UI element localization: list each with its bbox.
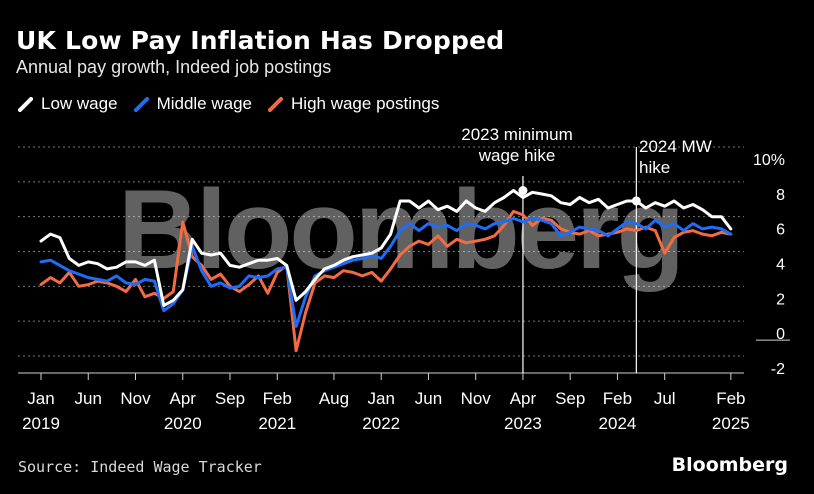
x-tick-year: 2025: [712, 414, 750, 433]
x-tick-year: 2022: [362, 414, 400, 433]
annotation-labels: 2023 minimum wage hike 2024 MW hike: [461, 125, 712, 206]
x-tick-label: Nov: [461, 389, 492, 408]
x-tick-label: Jun: [75, 389, 102, 408]
grid-lines: [18, 146, 790, 374]
legend-label-high: High wage postings: [291, 94, 440, 113]
x-tick-year: 2019: [22, 414, 60, 433]
x-tick-label: Jul: [654, 389, 676, 408]
x-tick-year: 2024: [599, 414, 637, 433]
bloomberg-logo: Bloomberg: [671, 454, 788, 476]
annotation-marker: [631, 196, 641, 206]
y-tick-label: 6: [776, 222, 785, 239]
legend-label-low: Low wage: [41, 94, 118, 113]
legend-swatch-middle: [133, 96, 149, 112]
x-tick-label: Feb: [603, 389, 632, 408]
x-tick-label: Jan: [27, 389, 54, 408]
chart-subtitle: Annual pay growth, Indeed job postings: [16, 57, 332, 77]
annotation-marker: [518, 186, 528, 196]
legend-item-middle: Middle wage: [133, 94, 253, 114]
annotation-label: 2024 MW: [639, 137, 712, 156]
x-tick-year: 2021: [258, 414, 296, 433]
legend-item-high: High wage postings: [268, 94, 439, 114]
x-tick-label: Sep: [215, 389, 245, 408]
annotation-lines: [522, 147, 637, 373]
annotation-label: wage hike: [478, 146, 556, 165]
legend-swatch-low: [18, 96, 33, 112]
y-tick-label: 0: [776, 326, 785, 343]
series-lines: [39, 189, 733, 353]
legend-swatch-high: [268, 96, 284, 112]
y-axis-ticks: 10% 8 6 4 2 0 -2: [753, 152, 785, 378]
x-tick-year: 2023: [504, 414, 542, 433]
x-tick-label: Apr: [170, 389, 197, 408]
legend: Low wage Middle wage High wage postings: [18, 93, 455, 115]
source-note: Source: Indeed Wage Tracker: [18, 458, 262, 476]
x-tick-label: Feb: [263, 389, 292, 408]
x-tick-label: Sep: [555, 389, 585, 408]
y-tick-label: 4: [776, 257, 785, 274]
x-tick-label: Jan: [367, 389, 394, 408]
y-tick-label: -2: [771, 361, 785, 378]
x-tick-label: Apr: [510, 389, 537, 408]
x-tick-label: Nov: [120, 389, 151, 408]
legend-item-low: Low wage: [18, 94, 118, 114]
chart-title: UK Low Pay Inflation Has Dropped: [16, 26, 505, 55]
legend-label-middle: Middle wage: [156, 94, 253, 113]
series-line-high: [39, 209, 733, 353]
annotation-label: hike: [639, 158, 670, 177]
y-tick-label: 2: [776, 291, 785, 308]
y-tick-label: 8: [776, 187, 785, 204]
series-line-low: [39, 189, 733, 307]
x-tick-label: Jun: [415, 389, 442, 408]
x-tick-label: Aug: [319, 389, 349, 408]
x-axis-ticks: Jan 2019 Jun Nov Apr 2020 Sep Feb 2021 Aug Jan 2022…: [22, 373, 750, 433]
x-tick-label: Feb: [716, 389, 745, 408]
series-line-middle: [39, 216, 733, 328]
x-tick-year: 2020: [164, 414, 202, 433]
y-tick-label: 10%: [753, 152, 785, 169]
annotation-label: 2023 minimum: [461, 125, 573, 144]
